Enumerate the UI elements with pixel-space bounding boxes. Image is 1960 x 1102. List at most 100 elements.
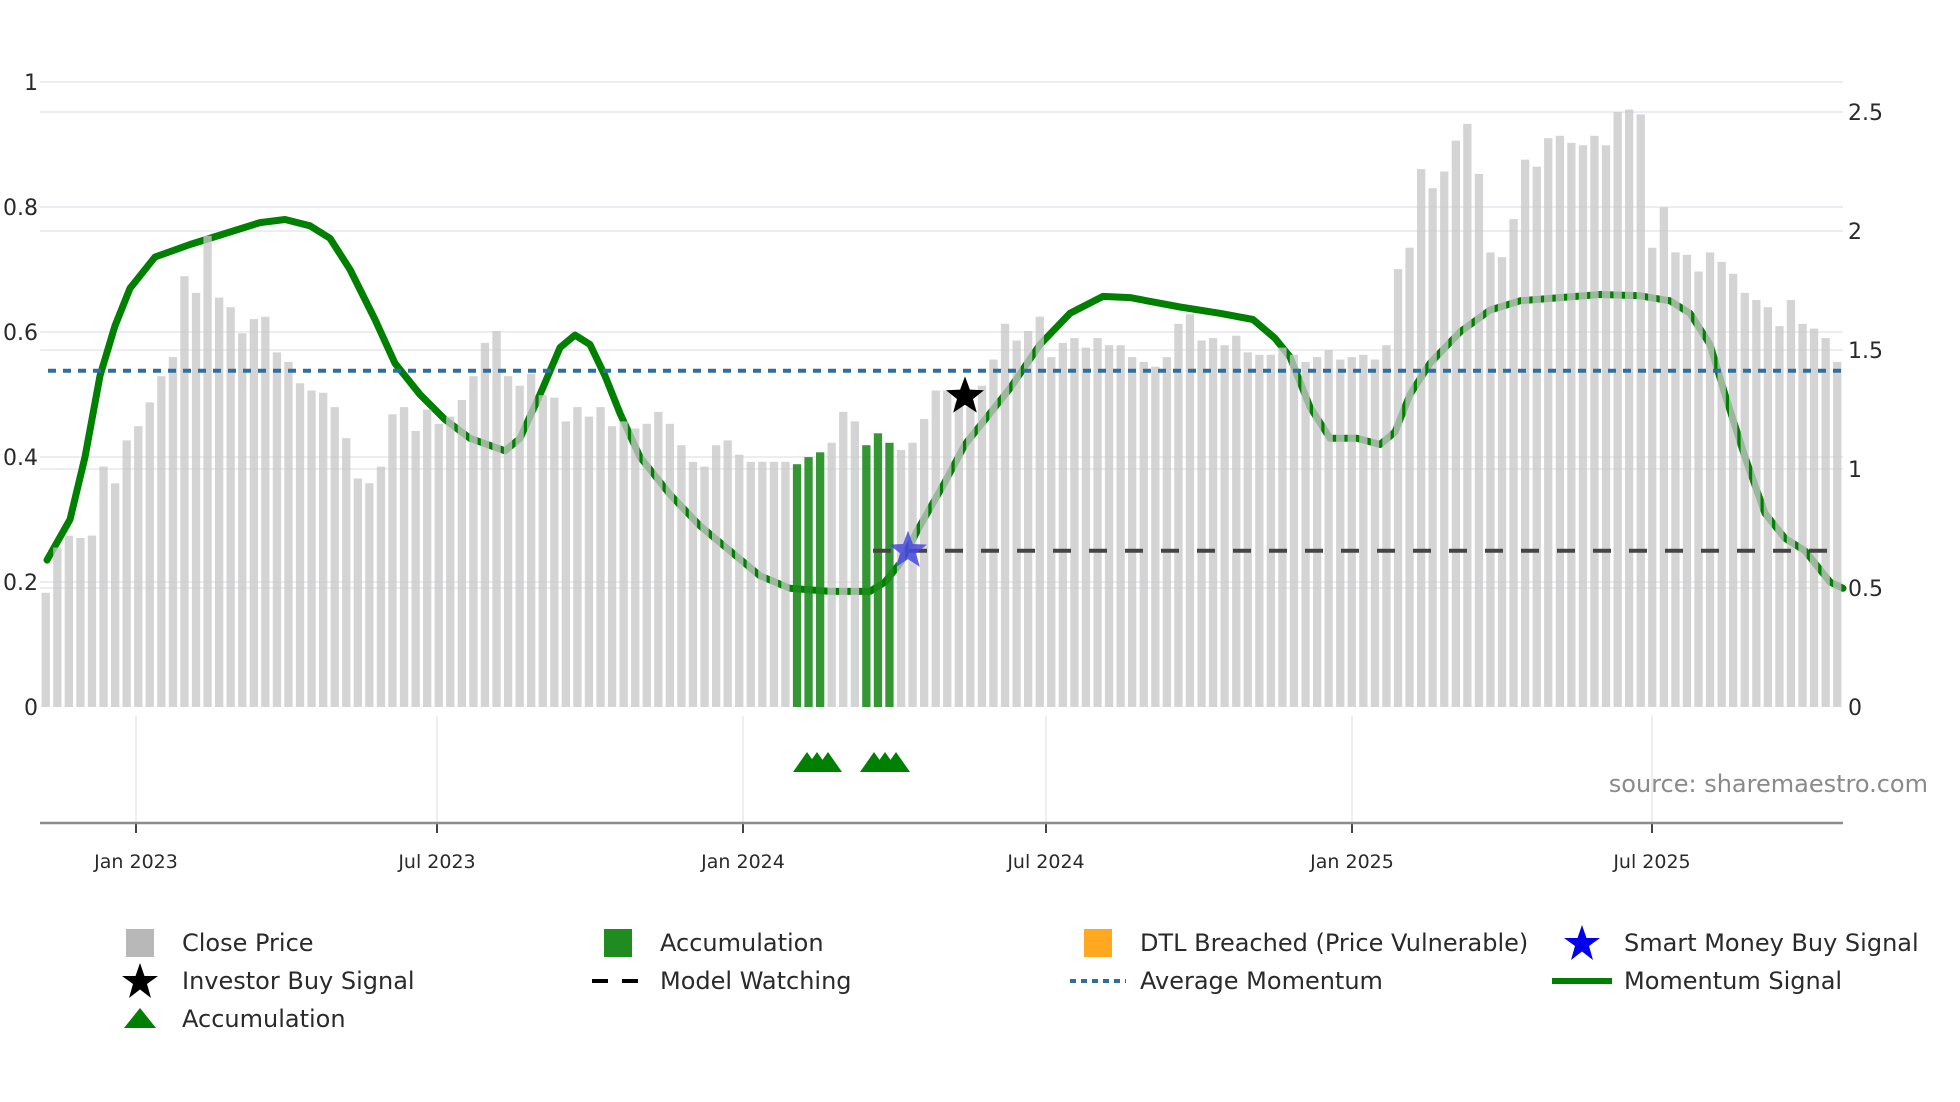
price-bar xyxy=(1359,354,1368,707)
price-bar xyxy=(1243,352,1252,707)
legend-item-investor-buy[interactable]: Investor Buy Signal xyxy=(110,963,415,999)
y-right-tick-label: 1 xyxy=(1848,458,1862,483)
price-bar xyxy=(1601,145,1611,708)
price-bar xyxy=(168,357,178,707)
price-bar xyxy=(1255,354,1264,707)
legend-item-accumulation-bar[interactable]: Accumulation xyxy=(588,925,824,961)
close-price-bars xyxy=(41,109,1842,708)
price-bar xyxy=(1486,252,1495,707)
price-bar xyxy=(1347,357,1356,707)
price-bar xyxy=(781,461,790,707)
price-bar xyxy=(896,450,906,707)
price-bar xyxy=(665,423,674,707)
price-bar xyxy=(1278,347,1287,707)
price-bar xyxy=(446,416,455,707)
price-bar xyxy=(654,411,663,707)
price-bar xyxy=(215,297,224,707)
price-bar xyxy=(1671,252,1680,707)
y-right-tick-label: 2.5 xyxy=(1848,101,1883,126)
price-bar xyxy=(735,454,744,707)
price-bar xyxy=(180,276,189,707)
price-bar xyxy=(1012,340,1021,707)
legend-label: Accumulation xyxy=(182,1005,346,1033)
price-bar xyxy=(1682,254,1692,708)
price-bar xyxy=(1428,188,1437,707)
price-bar xyxy=(411,430,420,707)
price-bar xyxy=(295,383,305,707)
price-bar xyxy=(1474,173,1484,707)
price-bar xyxy=(157,376,166,707)
price-bar xyxy=(1705,252,1715,707)
legend-item-accumulation-marker[interactable]: Accumulation xyxy=(110,1001,346,1037)
legend: Close Price Accumulation DTL Breached (P… xyxy=(0,925,1960,1055)
price-bar xyxy=(134,426,143,707)
legend-item-smart-money[interactable]: Smart Money Buy Signal xyxy=(1552,925,1919,961)
price-bar xyxy=(64,535,73,707)
price-bar xyxy=(839,411,848,707)
x-tick-label: Jan 2024 xyxy=(700,851,785,873)
price-bar xyxy=(1451,140,1460,708)
price-bar xyxy=(527,373,536,707)
price-bar xyxy=(1104,345,1114,707)
price-bar xyxy=(353,478,362,707)
price-bar xyxy=(1197,340,1206,707)
price-bar xyxy=(1567,142,1576,707)
price-bar xyxy=(1809,328,1819,707)
price-bar xyxy=(1694,271,1703,707)
price-bar xyxy=(1497,257,1507,707)
price-bar xyxy=(989,359,998,707)
price-bar xyxy=(1058,342,1067,707)
price-bar xyxy=(226,307,235,707)
legend-item-model-watching[interactable]: Model Watching xyxy=(588,963,852,999)
price-bar xyxy=(1151,366,1160,707)
x-tick-label: Jul 2024 xyxy=(1006,851,1084,873)
price-bar xyxy=(619,421,628,707)
price-bar xyxy=(41,592,50,707)
chart-plot: 0 0.2 0.4 0.6 0.8 1 0 0.5 1 1.5 2 2.5 Jan 2023 Jul 20… xyxy=(3,71,1928,873)
legend-item-momentum-signal[interactable]: Momentum Signal xyxy=(1552,963,1842,999)
price-bar xyxy=(1185,314,1195,707)
y-right-tick-label: 1.5 xyxy=(1848,339,1883,364)
price-bar xyxy=(1162,357,1171,707)
price-bar xyxy=(307,390,316,707)
legend-item-average-momentum[interactable]: Average Momentum xyxy=(1068,963,1383,999)
price-bar xyxy=(53,547,62,707)
accumulation-bar xyxy=(792,464,802,707)
price-bar xyxy=(272,352,282,707)
price-bar xyxy=(607,426,617,707)
price-bar xyxy=(561,421,570,707)
price-bar xyxy=(1116,345,1125,707)
price-bar xyxy=(87,535,97,707)
price-bar xyxy=(284,361,293,707)
dotted-line-icon xyxy=(1068,963,1128,999)
price-bar xyxy=(203,235,212,708)
price-bar xyxy=(1081,347,1091,707)
y-right-tick-label: 0 xyxy=(1848,696,1862,721)
price-bar xyxy=(1266,354,1275,707)
price-bar xyxy=(1093,338,1102,707)
legend-item-close-price[interactable]: Close Price xyxy=(110,925,314,961)
price-bar xyxy=(1555,135,1564,708)
price-bar xyxy=(1289,354,1299,707)
x-tick-label: Jul 2025 xyxy=(1612,851,1690,873)
gridlines xyxy=(40,81,1843,822)
grey-square-icon xyxy=(110,925,170,961)
price-bar xyxy=(99,466,108,707)
price-bar xyxy=(677,445,686,707)
x-tick-label: Jan 2023 xyxy=(93,851,178,873)
y-left-tick-label: 0.4 xyxy=(3,446,38,471)
price-bar xyxy=(1336,359,1345,707)
price-bar xyxy=(538,395,547,707)
price-bar xyxy=(1301,361,1310,707)
reference-lines xyxy=(48,368,1843,553)
legend-item-dtl-breached[interactable]: DTL Breached (Price Vulnerable) xyxy=(1068,925,1528,961)
price-bar xyxy=(1763,307,1772,707)
price-bar xyxy=(1324,350,1333,707)
price-bar xyxy=(1440,171,1449,707)
green-square-icon xyxy=(588,925,648,961)
price-bar xyxy=(238,333,247,707)
price-bar xyxy=(1417,169,1426,708)
price-bar xyxy=(746,461,755,707)
price-bar xyxy=(931,390,940,707)
price-bar xyxy=(1070,338,1079,707)
